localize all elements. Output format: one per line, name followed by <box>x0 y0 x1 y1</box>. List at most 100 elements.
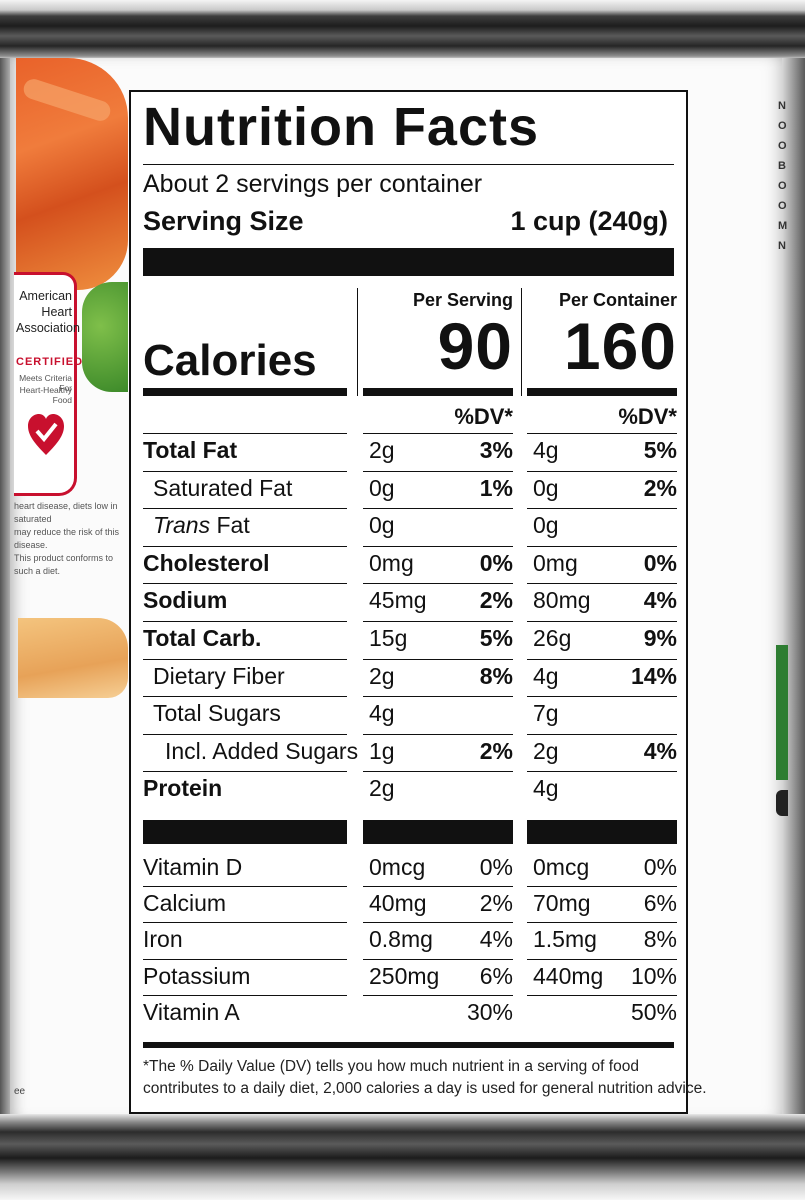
right-edge-letter: B <box>778 160 786 172</box>
thick-rule <box>363 820 513 844</box>
row-rule <box>527 583 677 585</box>
container-dv: 14% <box>630 662 677 689</box>
aha-certified-badge: American Heart Association CERTIFIED Mee… <box>14 272 82 496</box>
container-dv: 8% <box>643 926 677 953</box>
badge-small-2: Heart-Healthy Food <box>19 385 72 405</box>
container-amount: 0mcg <box>533 854 590 880</box>
serving-size-value: 1 cup (240g) <box>510 206 668 236</box>
thick-rule <box>143 388 347 396</box>
row-rule <box>527 696 677 698</box>
row-rule <box>527 958 677 960</box>
right-edge-letter: O <box>778 200 787 212</box>
badge-small-1: Meets Criteria For <box>19 373 72 393</box>
serving-dv: 2% <box>479 737 513 764</box>
row-rule <box>143 583 347 585</box>
nutrient-name: Incl. Added Sugars <box>165 737 359 764</box>
row-rule <box>527 886 677 888</box>
serving-dv: 2% <box>479 890 513 917</box>
vitamin-name: Iron <box>143 926 183 953</box>
row-rule <box>527 470 677 472</box>
right-edge-letter: N <box>778 100 786 112</box>
serving-dv: 6% <box>479 962 513 989</box>
container-amount: 0g <box>533 512 559 539</box>
container-dv: 5% <box>643 437 677 463</box>
vitamin-name: Vitamin D <box>143 854 243 880</box>
nutrient-name: Total Sugars <box>153 700 281 727</box>
serving-dv: 2% <box>479 587 513 614</box>
rule <box>143 164 674 165</box>
vitamin-name: Vitamin A <box>143 998 240 1025</box>
row-rule <box>363 922 513 924</box>
right-edge-letter: N <box>778 240 786 252</box>
row-rule <box>143 545 347 547</box>
row-rule <box>527 545 677 547</box>
serving-amount: 0g <box>369 474 395 501</box>
row-rule <box>143 886 347 888</box>
nutrient-name-rest: Fat <box>210 512 250 539</box>
row-rule <box>143 470 347 472</box>
row-rule <box>527 771 677 773</box>
dv-header-container: %DV* <box>618 404 677 429</box>
serving-amount: 0.8mg <box>369 926 433 953</box>
footnote-line-1: *The % Daily Value (DV) tells you how mu… <box>143 1058 639 1075</box>
container-dv: 50% <box>630 998 677 1025</box>
row-rule <box>527 733 677 735</box>
row-rule <box>143 771 347 773</box>
row-rule <box>143 733 347 735</box>
serving-amount: 2g <box>369 437 395 463</box>
serving-dv: 4% <box>479 926 513 953</box>
container-dv: 9% <box>643 625 677 651</box>
row-rule <box>527 922 677 924</box>
nutrient-name: Total Fat <box>143 437 238 463</box>
thick-rule <box>527 820 677 844</box>
container-amount: 26g <box>533 625 572 651</box>
calories-label: Calories <box>143 336 317 385</box>
container-amount: 440mg <box>533 962 604 989</box>
serving-amount: 45mg <box>369 587 427 614</box>
thick-rule <box>143 248 674 276</box>
row-rule <box>363 508 513 510</box>
container-amount: 1.5mg <box>533 926 597 953</box>
row-rule <box>363 696 513 698</box>
row-rule <box>363 886 513 888</box>
container-dv: 4% <box>643 587 677 614</box>
disclaimer-line-2: may reduce the risk of this disease. <box>14 527 120 550</box>
aha-disclaimer: heart disease, diets low in saturated ma… <box>14 500 130 578</box>
can-bottom-rim <box>0 1114 805 1200</box>
heart-check-icon <box>28 414 64 455</box>
row-rule <box>363 545 513 547</box>
row-rule <box>143 433 347 434</box>
serving-amount: 2g <box>369 775 395 802</box>
container-amount: 0g <box>533 474 559 501</box>
container-dv: 10% <box>630 962 677 989</box>
row-rule <box>527 658 677 660</box>
container-amount: 2g <box>533 737 559 764</box>
serving-dv: 8% <box>479 662 513 689</box>
right-edge-letter: O <box>778 180 787 192</box>
container-amount: 4g <box>533 662 559 689</box>
serving-amount: 2g <box>369 662 395 689</box>
left-edge-fragment: ee <box>14 1086 26 1097</box>
nutrient-name: Total Carb. <box>143 625 262 651</box>
right-edge-letter: O <box>778 140 787 152</box>
nutrient-name-italic: Trans <box>153 512 211 539</box>
right-edge-letter: M <box>778 220 788 232</box>
row-rule <box>363 958 513 960</box>
serving-amount: 0g <box>369 512 395 539</box>
serving-amount: 0mg <box>369 549 414 576</box>
serving-dv: 1% <box>479 474 513 501</box>
carrot-stick-photo <box>18 618 128 698</box>
row-rule <box>527 994 677 996</box>
serving-dv: 0% <box>479 854 513 880</box>
container-dv: 2% <box>643 474 677 501</box>
row-rule <box>143 922 347 924</box>
badge-line-2: Heart <box>41 305 72 319</box>
right-green-strip <box>776 645 788 780</box>
nutrient-name: Sodium <box>143 587 228 614</box>
disclaimer-line-3: This product conforms to such a diet. <box>14 553 114 576</box>
container-amount: 0mg <box>533 549 578 576</box>
serving-dv: 0% <box>479 549 513 576</box>
container-dv: 6% <box>643 890 677 917</box>
row-rule <box>363 433 513 434</box>
